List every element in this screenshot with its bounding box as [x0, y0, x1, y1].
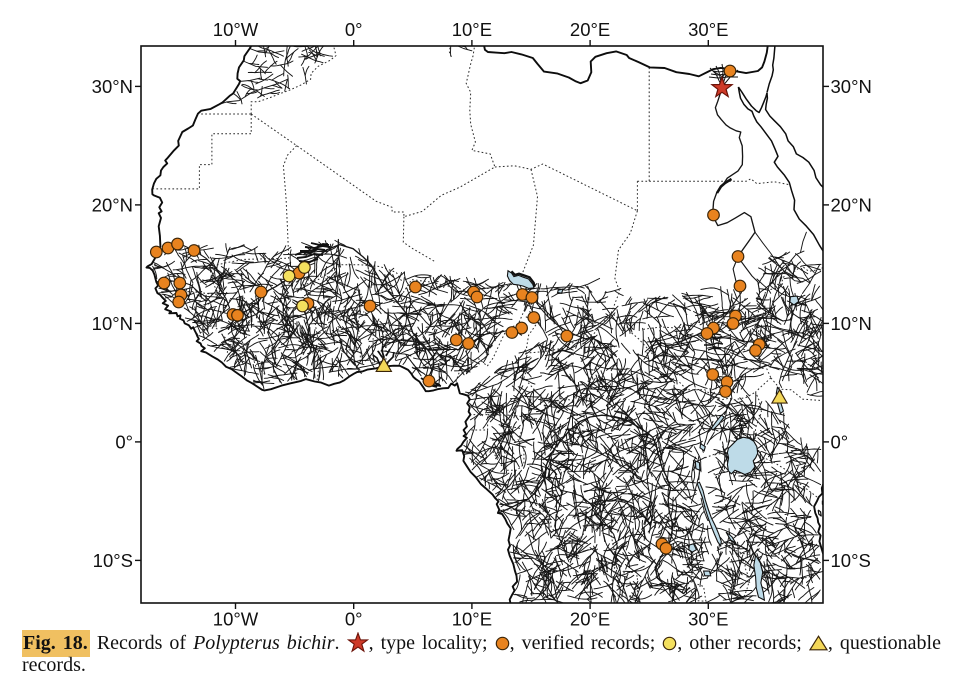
- svg-text:30°E: 30°E: [688, 609, 728, 630]
- svg-text:10°S: 10°S: [831, 550, 871, 571]
- svg-text:20°E: 20°E: [570, 19, 610, 40]
- svg-text:10°E: 10°E: [452, 19, 492, 40]
- svg-text:10°W: 10°W: [213, 609, 259, 630]
- svg-text:30°N: 30°N: [831, 76, 872, 97]
- svg-text:20°N: 20°N: [92, 194, 133, 215]
- svg-text:10°E: 10°E: [452, 609, 492, 630]
- svg-text:10°N: 10°N: [831, 313, 872, 334]
- svg-text:0°: 0°: [345, 609, 363, 630]
- svg-text:0°: 0°: [345, 19, 363, 40]
- svg-text:10°W: 10°W: [213, 19, 259, 40]
- svg-text:20°E: 20°E: [570, 609, 610, 630]
- svg-text:10°N: 10°N: [92, 313, 133, 334]
- svg-text:0°: 0°: [115, 431, 133, 452]
- svg-text:10°S: 10°S: [93, 550, 133, 571]
- svg-text:20°N: 20°N: [831, 194, 872, 215]
- svg-text:30°N: 30°N: [92, 76, 133, 97]
- svg-text:30°E: 30°E: [688, 19, 728, 40]
- svg-text:0°: 0°: [831, 431, 849, 452]
